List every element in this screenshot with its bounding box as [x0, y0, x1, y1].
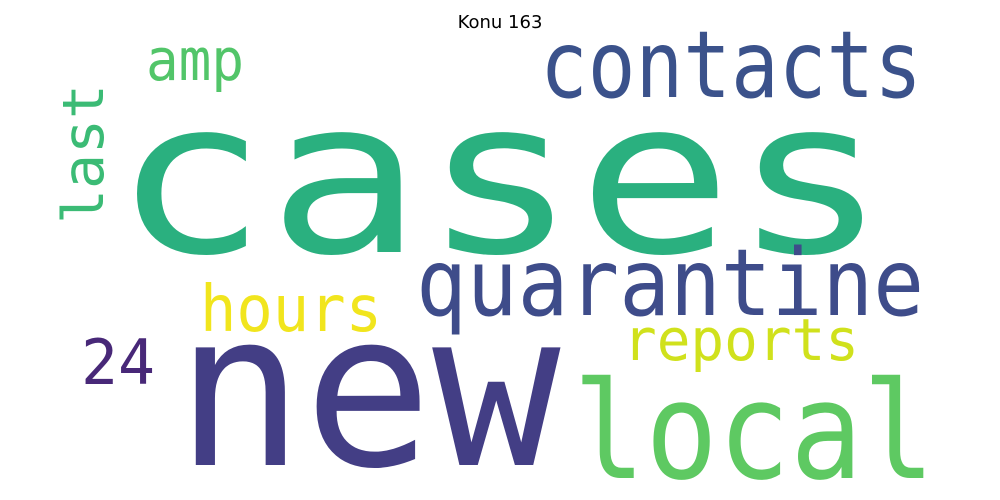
word-quarantine: quarantine [416, 229, 924, 337]
word-new: new [176, 265, 562, 500]
word-last: last [51, 84, 117, 224]
word-contacts: contacts [540, 11, 922, 119]
word-reports: reports [623, 306, 859, 374]
word-amp: amp [146, 26, 244, 94]
chart-title: Konu 163 [457, 12, 543, 33]
word-24: 24 [81, 326, 155, 399]
word-cases: cases [113, 54, 888, 303]
word-local: local [573, 353, 935, 500]
word-hours: hours [200, 273, 382, 347]
